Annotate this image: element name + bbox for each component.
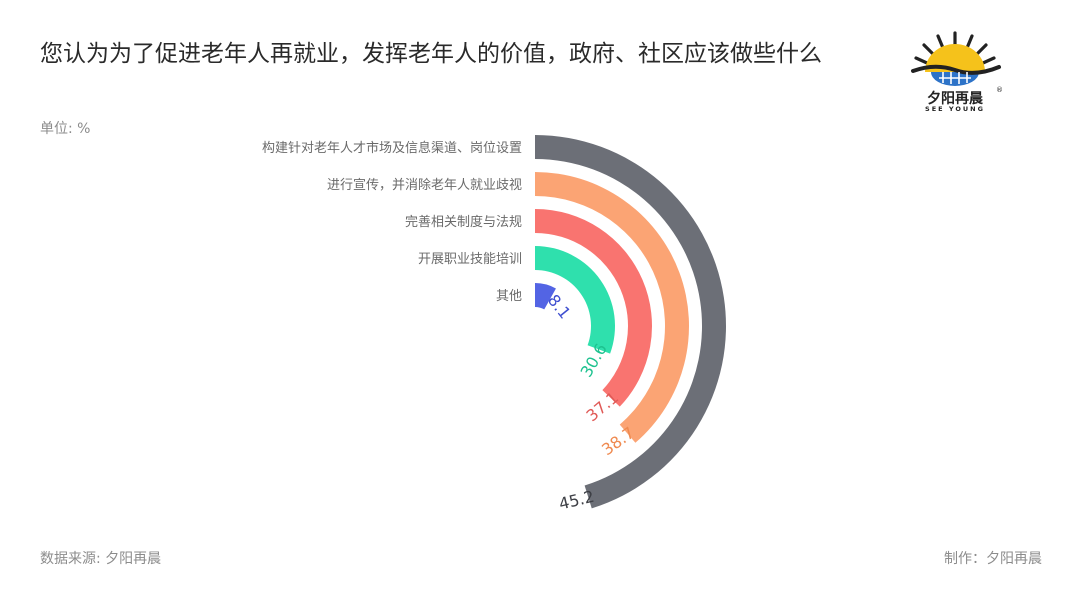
category-label-3: 开展职业技能培训 [418,251,522,267]
logo-english-text: SEE YOUNG [925,105,985,113]
logo-text: 夕阳再晨 [927,91,983,107]
bar-4 [535,283,556,310]
bar-2 [535,209,653,407]
data-source: 数据来源: 夕阳再晨 [40,551,162,567]
unit-label: 单位: % [40,121,91,137]
bar-3 [535,246,615,354]
logo: 夕阳再晨 SEE YOUNG ® [905,26,1017,116]
bar-0 [535,135,726,509]
category-label-4: 其他 [496,289,522,304]
category-label-2: 完善相关制度与法规 [405,214,522,230]
category-label-1: 进行宣传，并消除老年人就业歧视 [327,177,522,193]
chart-maker: 制作：夕阳再晨 [944,551,1042,567]
chart-title: 您认为为了促进老年人再就业，发挥老年人的价值，政府、社区应该做些什么 [40,41,822,67]
registered-mark: ® [996,86,1003,94]
sun-logo-icon [911,31,1001,86]
bar-1 [535,172,689,443]
category-label-0: 构建针对老年人才市场及信息渠道、岗位设置 [262,140,522,156]
value-label-0: 45.2 [557,487,596,514]
